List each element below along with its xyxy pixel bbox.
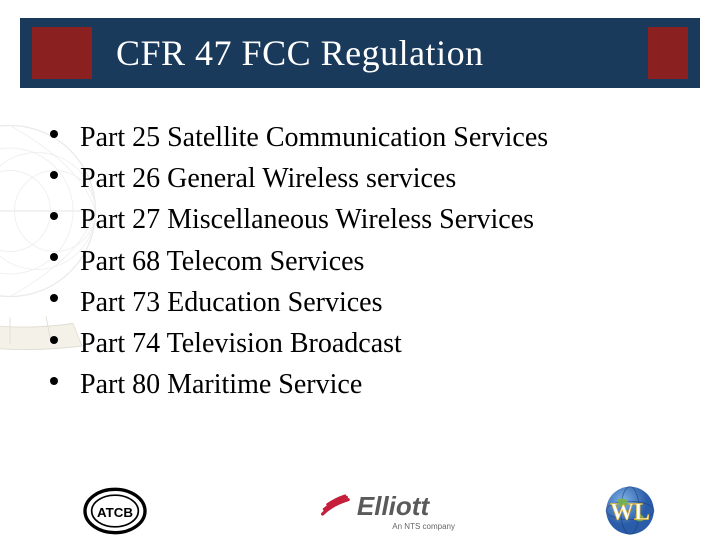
list-item: Part 27 Miscellaneous Wireless Services: [50, 200, 680, 239]
list-item: Part 74 Television Broadcast: [50, 324, 680, 363]
bullet-text: Part 27 Miscellaneous Wireless Services: [80, 200, 534, 239]
list-item: Part 73 Education Services: [50, 283, 680, 322]
bullet-icon: [50, 212, 58, 220]
content-area: Part 25 Satellite Communication Services…: [50, 118, 680, 404]
bullet-icon: [50, 336, 58, 344]
elliott-logo: Elliott An NTS company: [285, 488, 465, 533]
atcb-logo: ATCB: [80, 486, 150, 536]
title-bar: CFR 47 FCC Regulation: [20, 18, 700, 88]
slide-title: CFR 47 FCC Regulation: [116, 32, 484, 74]
bullet-text: Part 68 Telecom Services: [80, 242, 364, 281]
elliott-subtext: An NTS company: [392, 522, 455, 531]
bullet-text: Part 74 Television Broadcast: [80, 324, 402, 363]
bullet-text: Part 73 Education Services: [80, 283, 382, 322]
list-item: Part 80 Maritime Service: [50, 365, 680, 404]
bullet-list: Part 25 Satellite Communication Services…: [50, 118, 680, 404]
bullet-icon: [50, 294, 58, 302]
bullet-icon: [50, 253, 58, 261]
title-accent-right: [648, 27, 688, 79]
elliott-text: Elliott: [357, 491, 429, 522]
bullet-text: Part 25 Satellite Communication Services: [80, 118, 548, 157]
atcb-text: ATCB: [97, 504, 133, 519]
list-item: Part 68 Telecom Services: [50, 242, 680, 281]
bullet-text: Part 26 General Wireless services: [80, 159, 456, 198]
bullet-icon: [50, 130, 58, 138]
list-item: Part 26 General Wireless services: [50, 159, 680, 198]
list-item: Part 25 Satellite Communication Services: [50, 118, 680, 157]
bullet-icon: [50, 171, 58, 179]
svg-text:WL: WL: [610, 500, 650, 526]
bullet-icon: [50, 377, 58, 385]
title-accent-left: [32, 27, 92, 79]
bullet-text: Part 80 Maritime Service: [80, 365, 362, 404]
logo-row: ATCB Elliott An NTS company: [80, 483, 660, 538]
elliott-swoosh-icon: [321, 493, 353, 519]
wl-logo: WL: [600, 483, 660, 538]
